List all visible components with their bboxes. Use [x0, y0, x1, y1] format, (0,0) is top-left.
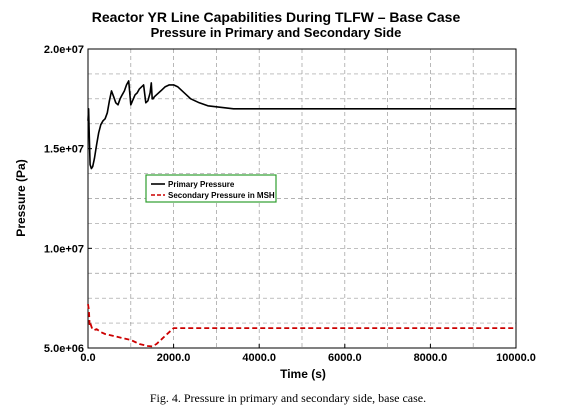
x-tick-label: 10000.0: [496, 352, 536, 364]
y-axis-ticks: 5.0e+06 1.0e+07 1.5e+07 2.0e+07: [44, 44, 92, 355]
series-lines: [87, 80, 516, 348]
x-axis-label: Time (s): [280, 367, 326, 381]
series-line-primary-pressure: [87, 80, 516, 170]
plot-area: [87, 48, 517, 349]
figure-caption: Fig. 4. Pressure in primary and secondar…: [149, 391, 427, 405]
grid: [88, 49, 516, 348]
legend: Primary Pressure Secondary Pressure in M…: [145, 174, 277, 203]
y-tick-label: 2.0e+07: [44, 44, 84, 56]
x-tick-label: 0.0: [80, 352, 95, 364]
x-tick-label: 4000.0: [242, 352, 276, 364]
y-axis-label: Pressure (Pa): [14, 159, 28, 236]
x-tick-label: 6000.0: [328, 352, 362, 364]
chart-subtitle: Pressure in Primary and Secondary Side: [151, 25, 402, 40]
y-tick-label: 1.0e+07: [44, 243, 84, 255]
x-tick-label: 8000.0: [414, 352, 448, 364]
x-axis-ticks: 0.0 2000.0 4000.0 6000.0 8000.0 10000.0: [80, 344, 536, 364]
chart-title: Reactor YR Line Capabilities During TLFW…: [92, 9, 461, 25]
y-tick-label: 1.5e+07: [44, 144, 84, 156]
series-line-secondary-pressure: [87, 303, 516, 348]
y-tick-label: 5.0e+06: [44, 343, 84, 355]
legend-box: [145, 174, 277, 203]
legend-label-primary: Primary Pressure: [168, 180, 235, 189]
legend-label-secondary: Secondary Pressure in MSH: [168, 191, 275, 200]
x-tick-label: 2000.0: [157, 352, 191, 364]
